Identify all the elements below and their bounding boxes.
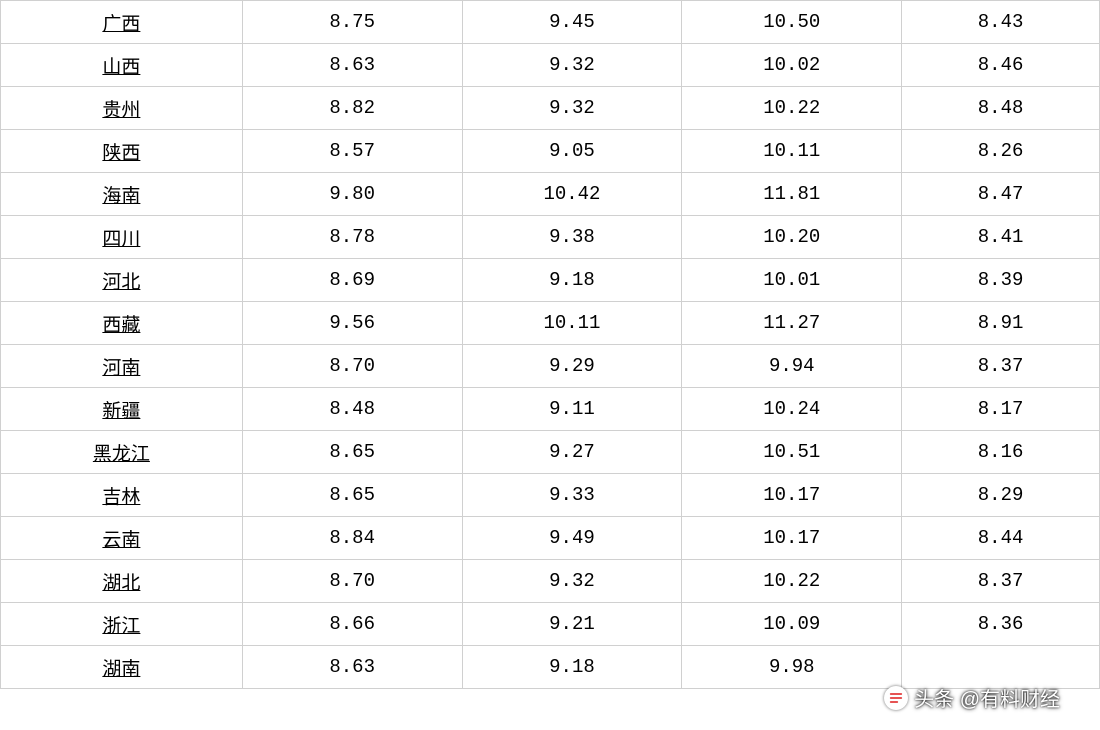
value-cell: 9.32 xyxy=(462,44,682,87)
value-cell: 8.78 xyxy=(242,216,462,259)
value-cell: 9.05 xyxy=(462,130,682,173)
value-cell: 10.11 xyxy=(462,302,682,345)
table-row: 湖北8.709.3210.228.37 xyxy=(1,560,1100,603)
value-cell: 8.48 xyxy=(902,87,1100,130)
table-row: 四川8.789.3810.208.41 xyxy=(1,216,1100,259)
province-cell: 浙江 xyxy=(1,603,243,646)
province-cell: 黑龙江 xyxy=(1,431,243,474)
value-cell: 8.39 xyxy=(902,259,1100,302)
value-cell: 8.44 xyxy=(902,517,1100,560)
table-row: 浙江8.669.2110.098.36 xyxy=(1,603,1100,646)
value-cell: 9.32 xyxy=(462,87,682,130)
value-cell: 10.11 xyxy=(682,130,902,173)
value-cell: 8.37 xyxy=(902,345,1100,388)
value-cell: 8.47 xyxy=(902,173,1100,216)
value-cell: 10.02 xyxy=(682,44,902,87)
province-cell: 陕西 xyxy=(1,130,243,173)
table-row: 河南8.709.299.948.37 xyxy=(1,345,1100,388)
province-cell: 西藏 xyxy=(1,302,243,345)
value-cell: 8.37 xyxy=(902,560,1100,603)
table-row: 陕西8.579.0510.118.26 xyxy=(1,130,1100,173)
table-row: 河北8.699.1810.018.39 xyxy=(1,259,1100,302)
value-cell: 10.17 xyxy=(682,474,902,517)
table-row: 黑龙江8.659.2710.518.16 xyxy=(1,431,1100,474)
value-cell: 9.33 xyxy=(462,474,682,517)
province-cell: 山西 xyxy=(1,44,243,87)
value-cell: 8.57 xyxy=(242,130,462,173)
table-row: 广西8.759.4510.508.43 xyxy=(1,1,1100,44)
value-cell: 8.36 xyxy=(902,603,1100,646)
table-row: 贵州8.829.3210.228.48 xyxy=(1,87,1100,130)
value-cell: 8.41 xyxy=(902,216,1100,259)
value-cell: 8.82 xyxy=(242,87,462,130)
value-cell: 10.22 xyxy=(682,87,902,130)
value-cell: 10.50 xyxy=(682,1,902,44)
value-cell: 8.70 xyxy=(242,560,462,603)
province-cell: 海南 xyxy=(1,173,243,216)
value-cell: 9.56 xyxy=(242,302,462,345)
table-row: 云南8.849.4910.178.44 xyxy=(1,517,1100,560)
value-cell: 8.48 xyxy=(242,388,462,431)
value-cell: 8.66 xyxy=(242,603,462,646)
table-row: 吉林8.659.3310.178.29 xyxy=(1,474,1100,517)
value-cell: 10.24 xyxy=(682,388,902,431)
value-cell: 8.91 xyxy=(902,302,1100,345)
value-cell: 8.17 xyxy=(902,388,1100,431)
value-cell: 10.42 xyxy=(462,173,682,216)
value-cell: 8.65 xyxy=(242,431,462,474)
value-cell: 8.63 xyxy=(242,646,462,689)
value-cell: 9.29 xyxy=(462,345,682,388)
value-cell: 9.38 xyxy=(462,216,682,259)
value-cell: 9.21 xyxy=(462,603,682,646)
value-cell: 10.17 xyxy=(682,517,902,560)
value-cell: 9.49 xyxy=(462,517,682,560)
province-cell: 四川 xyxy=(1,216,243,259)
value-cell: 10.20 xyxy=(682,216,902,259)
province-cell: 湖南 xyxy=(1,646,243,689)
province-cell: 云南 xyxy=(1,517,243,560)
value-cell: 9.32 xyxy=(462,560,682,603)
value-cell: 11.27 xyxy=(682,302,902,345)
value-cell: 8.43 xyxy=(902,1,1100,44)
table-row: 海南9.8010.4211.818.47 xyxy=(1,173,1100,216)
table-row: 山西8.639.3210.028.46 xyxy=(1,44,1100,87)
table-row: 西藏9.5610.1111.278.91 xyxy=(1,302,1100,345)
value-cell: 8.65 xyxy=(242,474,462,517)
value-cell: 8.16 xyxy=(902,431,1100,474)
table-row: 新疆8.489.1110.248.17 xyxy=(1,388,1100,431)
value-cell: 9.18 xyxy=(462,646,682,689)
value-cell: 8.84 xyxy=(242,517,462,560)
value-cell: 11.81 xyxy=(682,173,902,216)
value-cell: 8.70 xyxy=(242,345,462,388)
value-cell: 9.80 xyxy=(242,173,462,216)
value-cell: 9.11 xyxy=(462,388,682,431)
value-cell: 8.75 xyxy=(242,1,462,44)
province-cell: 贵州 xyxy=(1,87,243,130)
value-cell: 8.29 xyxy=(902,474,1100,517)
value-cell: 10.51 xyxy=(682,431,902,474)
province-cell: 河南 xyxy=(1,345,243,388)
province-cell: 湖北 xyxy=(1,560,243,603)
value-cell: 8.46 xyxy=(902,44,1100,87)
value-cell: 8.69 xyxy=(242,259,462,302)
province-cell: 新疆 xyxy=(1,388,243,431)
value-cell: 9.27 xyxy=(462,431,682,474)
value-cell: 9.94 xyxy=(682,345,902,388)
value-cell: 8.63 xyxy=(242,44,462,87)
value-cell: 10.22 xyxy=(682,560,902,603)
toutiao-icon xyxy=(884,686,908,710)
table-row: 湖南8.639.189.98 xyxy=(1,646,1100,689)
value-cell: 10.01 xyxy=(682,259,902,302)
province-cell: 河北 xyxy=(1,259,243,302)
value-cell: 9.18 xyxy=(462,259,682,302)
value-cell: 10.09 xyxy=(682,603,902,646)
value-cell: 9.98 xyxy=(682,646,902,689)
province-cell: 广西 xyxy=(1,1,243,44)
value-cell: 8.26 xyxy=(902,130,1100,173)
price-table: 广西8.759.4510.508.43山西8.639.3210.028.46贵州… xyxy=(0,0,1100,689)
province-cell: 吉林 xyxy=(1,474,243,517)
value-cell: 9.45 xyxy=(462,1,682,44)
value-cell xyxy=(902,646,1100,689)
